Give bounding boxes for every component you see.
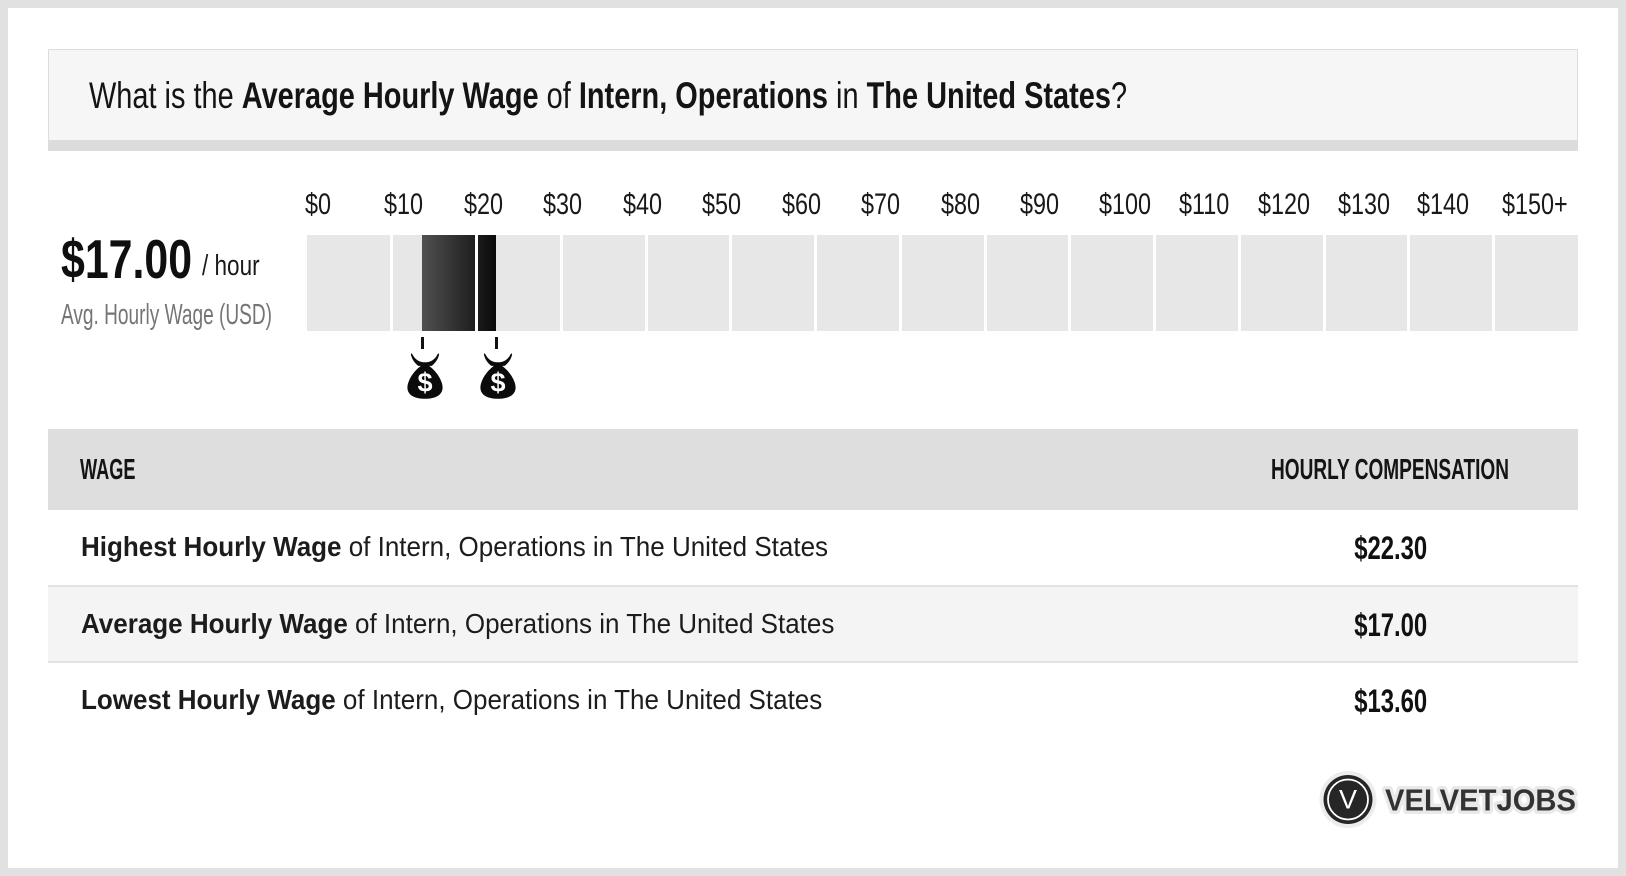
svg-text:$: $ [417, 368, 432, 398]
svg-text:$: $ [490, 368, 505, 398]
svg-text:VELVETJOBS: VELVETJOBS [1385, 783, 1576, 818]
svg-text:V: V [1339, 785, 1357, 815]
